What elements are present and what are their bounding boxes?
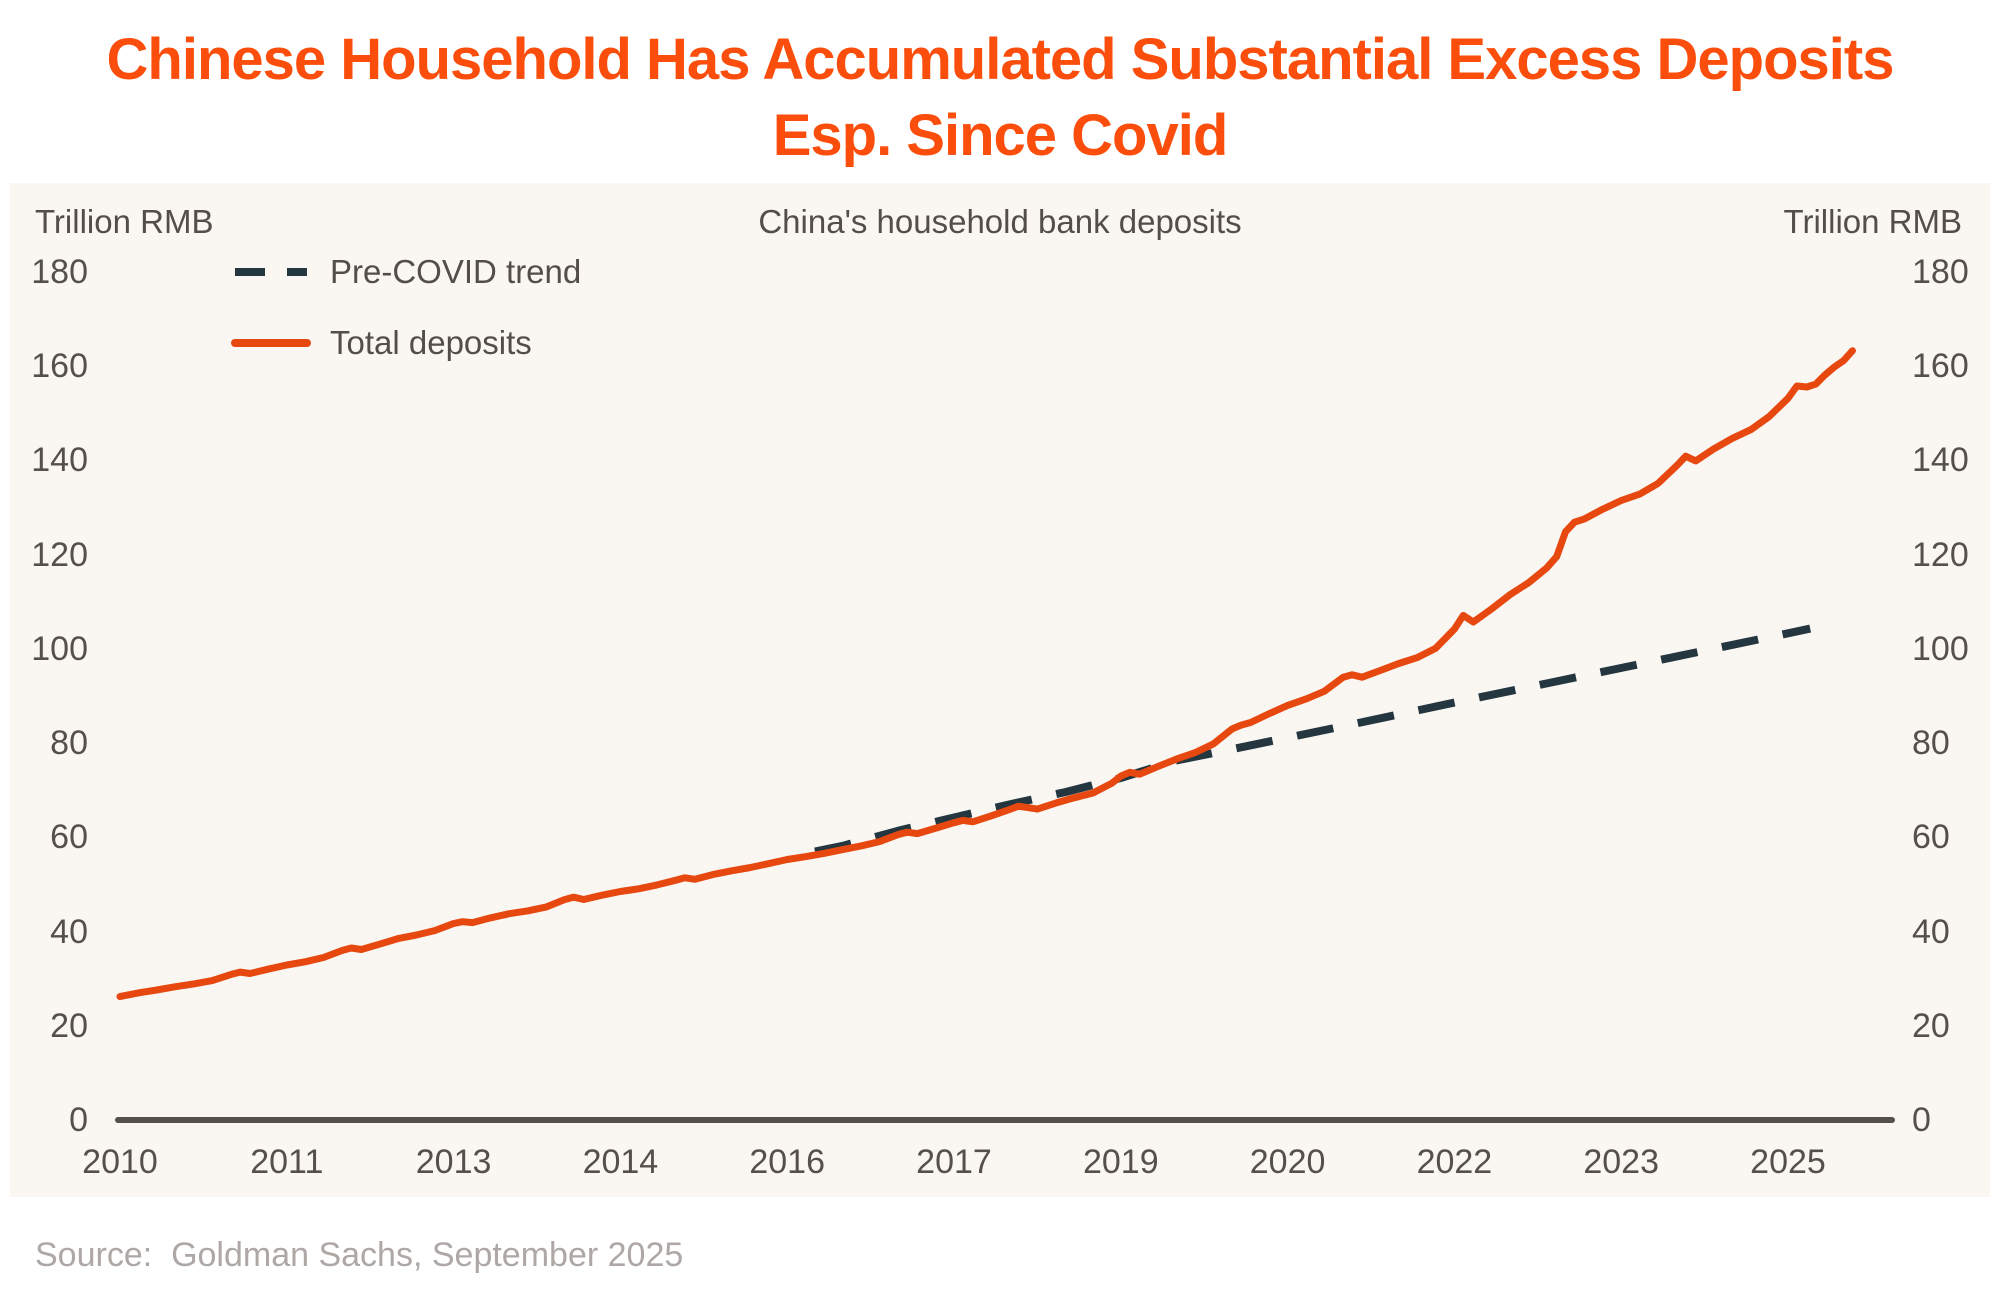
y-tick-label-right: 100	[1912, 629, 1969, 668]
x-tick-label: 2011	[250, 1143, 324, 1181]
y-tick-label-left: 180	[31, 253, 88, 291]
y-tick-label-right: 20	[1912, 1006, 1950, 1045]
y-tick-label-right: 180	[1912, 253, 1969, 291]
x-tick-label: 2020	[1249, 1143, 1326, 1181]
x-tick-label: 2014	[582, 1143, 659, 1181]
x-tick-label: 2019	[1082, 1143, 1159, 1181]
y-tick-label-right: 0	[1912, 1101, 1931, 1139]
right-axis-unit-label: Trillion RMB	[1783, 203, 1962, 240]
left-axis-unit-label: Trillion RMB	[35, 203, 214, 240]
x-tick-label: 2016	[749, 1143, 825, 1181]
chart-panel	[10, 183, 1990, 1197]
y-tick-label-left: 120	[31, 535, 88, 574]
x-tick-label: 2023	[1583, 1143, 1659, 1181]
x-tick-label: 2025	[1750, 1143, 1826, 1181]
x-tick-label: 2017	[916, 1143, 992, 1181]
y-tick-label-right: 40	[1912, 912, 1950, 951]
chart-main-title-line2: Esp. Since Covid	[772, 103, 1229, 168]
y-tick-label-right: 60	[1912, 818, 1950, 857]
y-tick-label-left: 100	[31, 629, 88, 668]
y-tick-label-right: 80	[1912, 724, 1950, 763]
y-tick-label-right: 160	[1912, 347, 1969, 386]
x-tick-label: 2010	[82, 1143, 158, 1181]
chart-main-title-line1: Chinese Household Has Accumulated Substa…	[106, 27, 1895, 92]
legend-label-pre-covid-trend: Pre-COVID trend	[330, 253, 582, 290]
y-tick-label-left: 40	[50, 912, 88, 951]
x-tick-label: 2013	[415, 1143, 492, 1181]
chart-main-title: Chinese Household Has Accumulated Substa…	[0, 22, 2000, 174]
chart-subtitle: China's household bank deposits	[758, 203, 1242, 240]
y-tick-label-right: 140	[1912, 441, 1969, 480]
y-tick-label-left: 60	[50, 818, 88, 857]
y-tick-label-left: 0	[69, 1101, 88, 1139]
source-note: Source: Goldman Sachs, September 2025	[35, 1236, 684, 1274]
y-tick-label-left: 20	[50, 1006, 88, 1045]
y-tick-label-left: 160	[31, 347, 88, 386]
legend-label-total-deposits: Total deposits	[330, 324, 532, 361]
y-tick-label-left: 80	[50, 724, 88, 763]
y-tick-label-right: 120	[1912, 535, 1969, 574]
x-tick-label: 2022	[1416, 1143, 1493, 1181]
y-tick-label-left: 140	[31, 441, 88, 480]
